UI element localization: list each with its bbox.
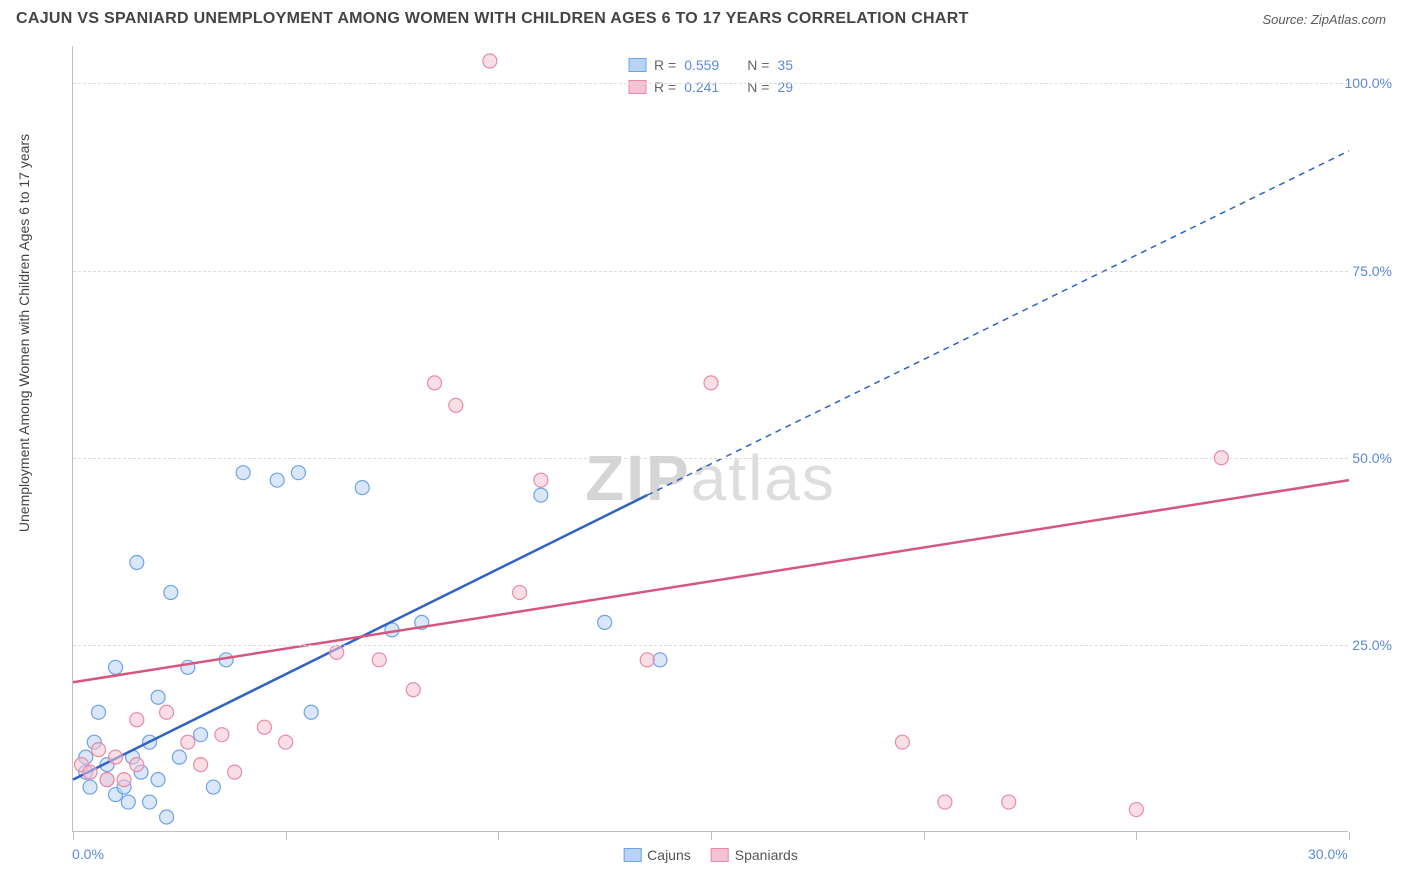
data-point <box>117 773 131 787</box>
data-point <box>355 481 369 495</box>
data-point <box>121 795 135 809</box>
data-point <box>92 743 106 757</box>
data-point <box>372 653 386 667</box>
x-tick <box>73 832 74 840</box>
x-tick <box>286 832 287 840</box>
data-point <box>160 705 174 719</box>
data-point <box>83 765 97 779</box>
data-point <box>330 645 344 659</box>
data-point <box>206 780 220 794</box>
data-point <box>304 705 318 719</box>
y-tick-label: 75.0% <box>1352 263 1392 279</box>
data-point <box>109 660 123 674</box>
trend-line-dashed <box>647 151 1349 495</box>
data-point <box>130 713 144 727</box>
data-point <box>279 735 293 749</box>
x-tick-label: 30.0% <box>1308 846 1348 862</box>
data-point <box>130 556 144 570</box>
data-point <box>534 473 548 487</box>
data-point <box>640 653 654 667</box>
x-tick <box>711 832 712 840</box>
x-tick <box>924 832 925 840</box>
data-point <box>130 758 144 772</box>
data-point <box>1129 803 1143 817</box>
data-point <box>257 720 271 734</box>
legend-swatch <box>623 848 641 862</box>
data-point <box>1002 795 1016 809</box>
trend-line <box>73 480 1349 682</box>
gridline <box>73 458 1348 459</box>
gridline <box>73 271 1348 272</box>
data-point <box>83 780 97 794</box>
data-point <box>598 615 612 629</box>
y-tick-label: 25.0% <box>1352 637 1392 653</box>
y-tick-label: 100.0% <box>1345 75 1392 91</box>
data-point <box>151 690 165 704</box>
data-point <box>895 735 909 749</box>
data-point <box>181 735 195 749</box>
legend-swatch <box>628 58 646 72</box>
data-point <box>215 728 229 742</box>
data-point <box>160 810 174 824</box>
data-point <box>513 585 527 599</box>
data-point <box>704 376 718 390</box>
data-point <box>109 750 123 764</box>
data-point <box>938 795 952 809</box>
legend-swatch <box>628 80 646 94</box>
data-point <box>406 683 420 697</box>
legend-item: Cajuns <box>623 847 691 863</box>
legend-swatch <box>711 848 729 862</box>
legend-item: Spaniards <box>711 847 798 863</box>
data-point <box>270 473 284 487</box>
data-point <box>228 765 242 779</box>
x-tick <box>498 832 499 840</box>
chart-area: Unemployment Among Women with Children A… <box>54 46 1392 832</box>
x-tick-label: 0.0% <box>72 846 104 862</box>
legend-row: R =0.241N =29 <box>628 76 793 98</box>
data-point <box>653 653 667 667</box>
data-point <box>194 758 208 772</box>
gridline <box>73 645 1348 646</box>
gridline <box>73 83 1348 84</box>
data-point <box>428 376 442 390</box>
data-point <box>194 728 208 742</box>
plot-region: ZIPatlas R =0.559N =35R =0.241N =29 Caju… <box>72 46 1348 832</box>
y-axis-label: Unemployment Among Women with Children A… <box>16 0 36 726</box>
x-tick <box>1136 832 1137 840</box>
data-point <box>449 398 463 412</box>
data-point <box>164 585 178 599</box>
legend-row: R =0.559N =35 <box>628 54 793 76</box>
data-point <box>100 773 114 787</box>
data-point <box>143 795 157 809</box>
data-point <box>483 54 497 68</box>
data-point <box>92 705 106 719</box>
y-tick-label: 50.0% <box>1352 450 1392 466</box>
data-point <box>172 750 186 764</box>
correlation-legend: R =0.559N =35R =0.241N =29 <box>620 52 801 100</box>
data-point <box>534 488 548 502</box>
x-tick <box>1349 832 1350 840</box>
chart-title: CAJUN VS SPANIARD UNEMPLOYMENT AMONG WOM… <box>16 10 969 28</box>
data-point <box>236 466 250 480</box>
source-label: Source: ZipAtlas.com <box>1262 12 1386 27</box>
series-legend: Cajuns Spaniards <box>623 847 798 863</box>
data-point <box>151 773 165 787</box>
data-point <box>291 466 305 480</box>
